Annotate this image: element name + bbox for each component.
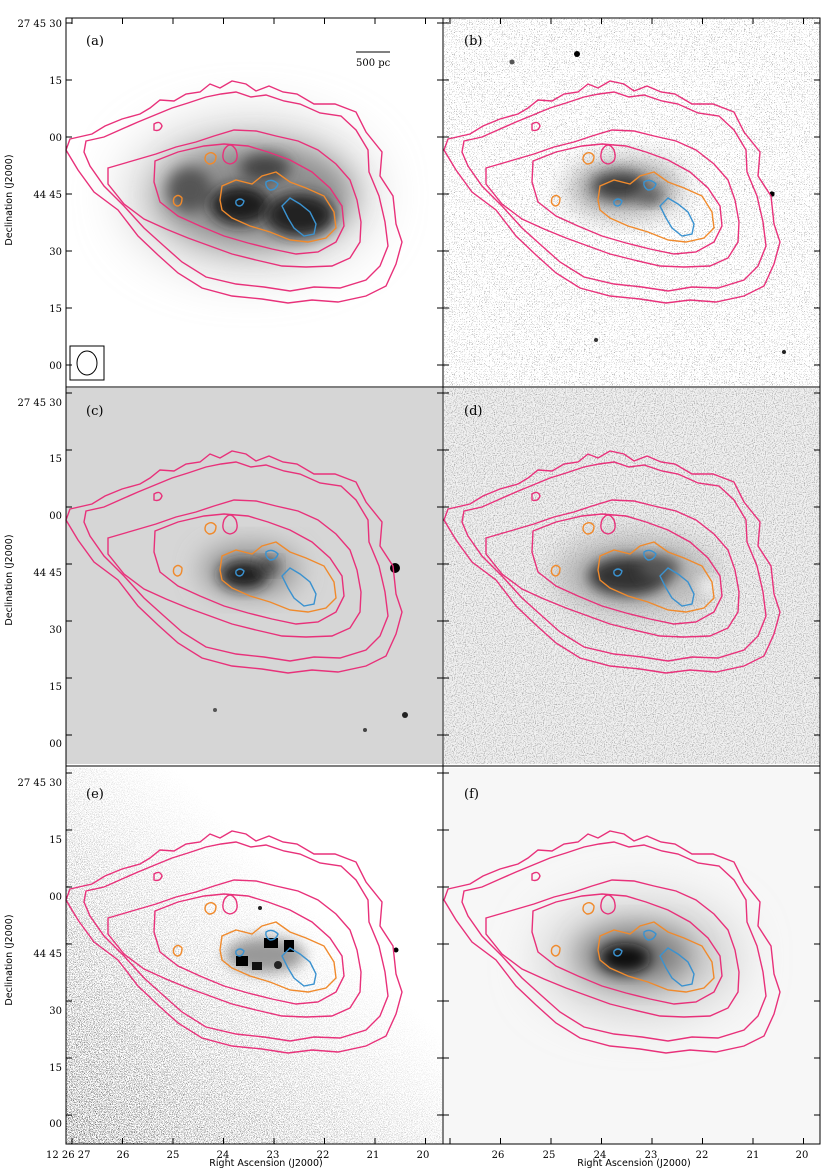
- y-tick: 27 45 30: [17, 19, 62, 30]
- x-tick: 20: [417, 1150, 430, 1161]
- x-tick: 25: [543, 1150, 556, 1161]
- y-tick: 27 45 30: [17, 778, 62, 789]
- y-tick: 00: [49, 892, 62, 903]
- x-tick: 20: [796, 1150, 809, 1161]
- x-tick: 24: [217, 1150, 230, 1161]
- y-tick: 27 45 30: [17, 398, 62, 409]
- y-tick: 15: [49, 835, 62, 846]
- panel-label-f: (f): [464, 787, 479, 802]
- beam-indicator: [69, 345, 105, 381]
- scale-bar-label: 500 pc: [356, 58, 391, 69]
- y-axis-row-1: 27 45 30 15 00 44 45 30 15 00 Declinatio…: [4, 19, 62, 372]
- x-axis-title: Right Ascension (J2000): [577, 1158, 690, 1168]
- y-tick: 44 45: [33, 568, 62, 579]
- y-axis-row-2: 27 45 30 15 00 44 45 30 15 00 Declinatio…: [4, 398, 62, 750]
- panel-d: (d): [443, 388, 820, 764]
- y-tick: 30: [49, 247, 62, 258]
- y-tick: 15: [49, 1063, 62, 1074]
- panel-label-d: (d): [464, 404, 482, 419]
- y-tick: 00: [49, 1119, 62, 1130]
- scale-bar: 500 pc: [356, 51, 391, 69]
- panel-label-a: (a): [86, 34, 104, 49]
- x-axis-right: 26 25 24 23 22 21 20 Right Ascension (J2…: [492, 1150, 809, 1168]
- x-tick: 26: [117, 1150, 130, 1161]
- y-tick: 00: [49, 511, 62, 522]
- y-tick: 15: [49, 454, 62, 465]
- x-tick: 25: [167, 1150, 180, 1161]
- panel-label-c: (c): [86, 404, 103, 419]
- y-axis-title: Declination (J2000): [4, 534, 15, 625]
- y-tick: 44 45: [33, 949, 62, 960]
- x-tick: 12 26 27: [46, 1150, 91, 1161]
- y-axis-title: Declination (J2000): [4, 154, 15, 245]
- panel-frames: [65, 17, 821, 1145]
- y-tick: 44 45: [33, 190, 62, 201]
- panel-b: (b): [443, 18, 820, 386]
- panel-e: (e): [65, 768, 442, 1144]
- x-tick: 23: [267, 1150, 280, 1161]
- y-axis-row-3: 27 45 30 15 00 44 45 30 15 00 Declinatio…: [4, 778, 62, 1130]
- x-axis-left: 12 26 27 26 25 24 23 22 21 20 Right Asce…: [46, 1150, 429, 1168]
- panel-c: (c): [65, 388, 442, 764]
- y-tick: 15: [49, 76, 62, 87]
- optical-image-b: [444, 18, 820, 386]
- panel-a: (a) 500 pc: [65, 18, 442, 386]
- tick-marks: [66, 18, 820, 1144]
- emission-map-a: [130, 123, 370, 267]
- x-tick: 24: [594, 1150, 607, 1161]
- x-tick: 23: [645, 1150, 658, 1161]
- x-tick: 21: [367, 1150, 380, 1161]
- panel-f: (f): [443, 768, 820, 1144]
- y-tick: 15: [49, 304, 62, 315]
- emission-map-f: [545, 906, 735, 1010]
- emission-map-d: [444, 388, 820, 764]
- y-tick: 15: [49, 682, 62, 693]
- y-axis-title: Declination (J2000): [4, 914, 15, 1005]
- y-tick: 30: [49, 1006, 62, 1017]
- x-tick: 22: [317, 1150, 330, 1161]
- x-tick: 26: [492, 1150, 505, 1161]
- y-tick: 30: [49, 625, 62, 636]
- y-tick: 00: [49, 739, 62, 750]
- speckle-image-e: [66, 768, 442, 1144]
- x-tick: 22: [696, 1150, 709, 1161]
- x-tick: 21: [747, 1150, 760, 1161]
- panel-label-b: (b): [464, 34, 482, 49]
- x-axis-title: Right Ascension (J2000): [209, 1158, 322, 1168]
- grey-image-c: [202, 546, 408, 732]
- panel-label-e: (e): [86, 787, 104, 802]
- y-tick: 00: [49, 361, 62, 372]
- y-tick: 00: [49, 133, 62, 144]
